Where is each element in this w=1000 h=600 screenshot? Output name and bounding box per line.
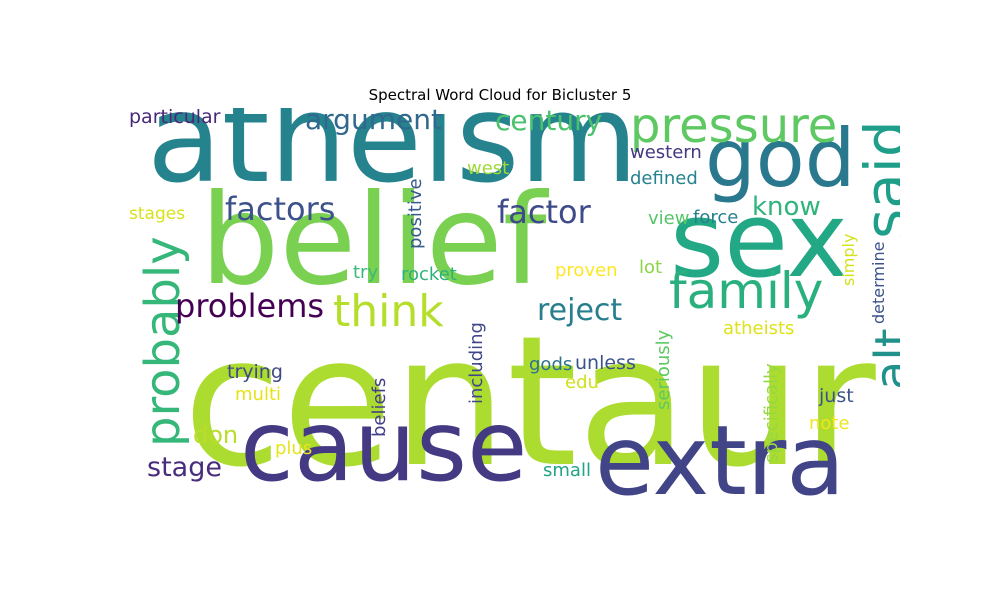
word-including: including	[466, 321, 487, 404]
word-beliefs: beliefs	[369, 377, 390, 438]
word-trying: trying	[227, 361, 283, 383]
word-simply: simply	[839, 234, 858, 287]
word-reject: reject	[537, 293, 623, 328]
word-god: god	[705, 112, 856, 205]
word-small: small	[543, 460, 591, 481]
word-atheism: atheism	[147, 108, 639, 210]
word-proven: proven	[555, 260, 618, 281]
word-stages: stages	[129, 204, 186, 224]
word-specifically: specifically	[761, 362, 782, 463]
word-pressure: pressure	[630, 108, 838, 154]
word-atheists: atheists	[723, 318, 795, 339]
word-said: said	[852, 119, 900, 239]
word-extra: extra	[595, 405, 846, 496]
word-sex: sex	[670, 179, 848, 301]
word-multi: multi	[235, 384, 282, 405]
word-try: try	[353, 262, 379, 283]
word-factor: factor	[497, 193, 591, 231]
word-edu: edu	[565, 372, 599, 393]
word-stage: stage	[147, 452, 222, 483]
word-family: family	[669, 262, 824, 320]
word-just: just	[819, 385, 854, 407]
word-problems: problems	[175, 287, 325, 325]
word-rocket: rocket	[401, 264, 457, 285]
word-centaur: centaur	[183, 298, 876, 496]
word-seriously: seriously	[653, 329, 674, 411]
word-determine: determine	[869, 241, 888, 325]
word-view: view	[648, 208, 690, 229]
word-cause: cause	[240, 390, 528, 496]
word-alt: alt	[865, 327, 900, 390]
word-defined: defined	[630, 168, 698, 189]
word-century: century	[495, 108, 603, 137]
word-force: force	[693, 207, 739, 228]
word-argument: argument	[305, 108, 442, 136]
word-belief: belief	[200, 168, 547, 313]
chart-title: Spectral Word Cloud for Bicluster 5	[368, 86, 632, 104]
word-note: note	[809, 413, 850, 434]
word-gods: gods	[529, 354, 573, 375]
word-particular: particular	[129, 108, 221, 128]
word-know: know	[752, 192, 821, 222]
word-positive: positive	[405, 177, 426, 249]
word-western: western	[630, 142, 702, 163]
word-unless: unless	[575, 352, 636, 374]
word-factors: factors	[225, 190, 336, 228]
word-probably: probably	[135, 236, 191, 447]
word-west: west	[467, 158, 510, 179]
word-lot: lot	[639, 257, 663, 278]
word-cloud: centaur belief atheism cause sex extra god pres…	[125, 108, 900, 496]
word-think: think	[333, 286, 444, 337]
word-plus: plus	[275, 438, 313, 459]
word-don: don	[193, 421, 239, 449]
